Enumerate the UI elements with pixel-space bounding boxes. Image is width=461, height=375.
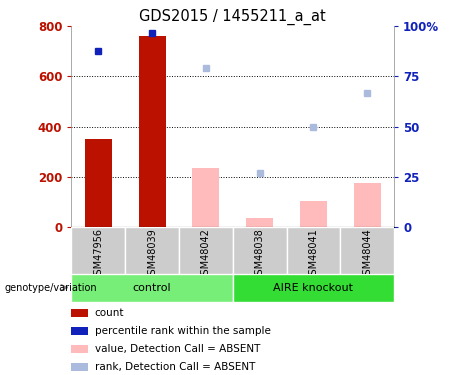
Text: GSM48042: GSM48042: [201, 228, 211, 280]
Bar: [125, 227, 179, 274]
Text: GSM48044: GSM48044: [362, 228, 372, 280]
Bar: [233, 227, 287, 274]
Text: GSM47956: GSM47956: [93, 228, 103, 281]
Text: GSM48038: GSM48038: [254, 228, 265, 280]
Bar: [71, 274, 233, 302]
Text: rank, Detection Call = ABSENT: rank, Detection Call = ABSENT: [95, 362, 255, 372]
Bar: [287, 227, 340, 274]
Bar: [340, 227, 394, 274]
Bar: [246, 218, 273, 227]
Bar: [354, 183, 381, 227]
Bar: [179, 227, 233, 274]
Title: GDS2015 / 1455211_a_at: GDS2015 / 1455211_a_at: [139, 9, 326, 25]
Text: AIRE knockout: AIRE knockout: [273, 283, 354, 293]
Text: genotype/variation: genotype/variation: [5, 283, 97, 292]
Bar: [139, 36, 165, 227]
Text: control: control: [133, 283, 171, 293]
Text: count: count: [95, 308, 124, 318]
Bar: [233, 274, 394, 302]
Text: value, Detection Call = ABSENT: value, Detection Call = ABSENT: [95, 344, 260, 354]
Bar: [71, 227, 125, 274]
Text: GSM48039: GSM48039: [147, 228, 157, 280]
Text: percentile rank within the sample: percentile rank within the sample: [95, 326, 271, 336]
Bar: [300, 201, 327, 227]
Bar: [193, 168, 219, 227]
Text: GSM48041: GSM48041: [308, 228, 319, 280]
Bar: [85, 139, 112, 227]
